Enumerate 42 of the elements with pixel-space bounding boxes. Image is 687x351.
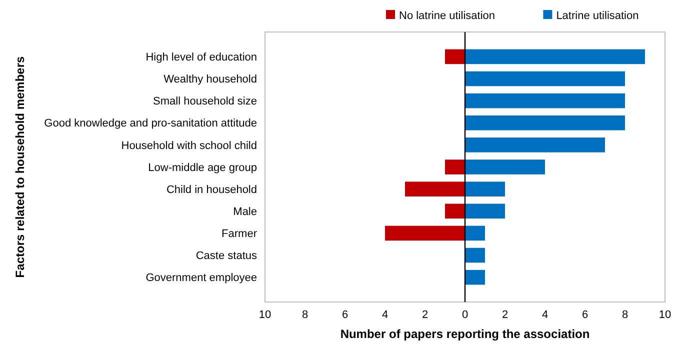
x-tick-label: 4 xyxy=(382,309,388,321)
legend-label: No latrine utilisation xyxy=(399,10,495,22)
x-tick-label: 2 xyxy=(502,309,508,321)
x-tick-label: 6 xyxy=(582,309,588,321)
x-tick-label: 6 xyxy=(342,309,348,321)
y-tick-label: Caste status xyxy=(196,250,258,262)
bar xyxy=(465,270,485,285)
x-tick-label: 2 xyxy=(422,309,428,321)
x-tick-label: 0 xyxy=(462,309,468,321)
bar xyxy=(465,71,625,86)
bar xyxy=(465,204,505,219)
bar xyxy=(465,93,625,108)
y-tick-label: High level of education xyxy=(146,52,257,64)
x-tick-label: 4 xyxy=(542,309,548,321)
y-tick-label: Household with school child xyxy=(121,140,257,152)
y-tick-label: Child in household xyxy=(166,184,257,196)
y-tick-label: Farmer xyxy=(222,228,258,240)
x-tick-label: 10 xyxy=(258,309,272,321)
x-tick-label: 8 xyxy=(622,309,628,321)
bar xyxy=(445,49,465,64)
bar xyxy=(465,160,545,174)
bar xyxy=(405,182,465,196)
y-tick-label: Small household size xyxy=(153,96,257,108)
bar xyxy=(465,115,625,130)
y-tick-label: Government employee xyxy=(146,272,257,284)
bar xyxy=(465,226,485,241)
bar xyxy=(465,182,505,196)
bar xyxy=(465,248,485,263)
y-tick-label: Low-middle age group xyxy=(148,162,257,174)
y-axis-title: Factors related to household members xyxy=(13,56,27,278)
x-tick-label: 8 xyxy=(302,309,308,321)
bar xyxy=(445,160,465,174)
y-tick-label: Good knowledge and pro-sanitation attitude xyxy=(44,118,257,130)
x-axis-title: Number of papers reporting the association xyxy=(340,327,590,341)
y-tick-label: Wealthy household xyxy=(164,74,257,86)
bar xyxy=(445,204,465,219)
x-tick-label: 10 xyxy=(658,309,672,321)
y-tick-label: Male xyxy=(233,206,257,218)
bar xyxy=(465,49,645,64)
bar xyxy=(385,226,465,241)
bar xyxy=(465,138,605,152)
legend-label: Latrine utilisation xyxy=(556,10,639,22)
